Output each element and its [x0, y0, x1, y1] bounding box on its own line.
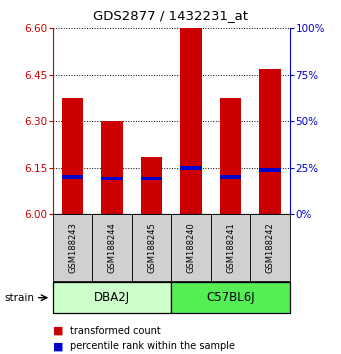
Text: transformed count: transformed count: [70, 326, 161, 336]
Text: percentile rank within the sample: percentile rank within the sample: [70, 341, 235, 351]
Bar: [141, 177, 162, 181]
Bar: [259, 168, 281, 172]
Bar: [259, 69, 281, 214]
Text: GSM188243: GSM188243: [68, 222, 77, 273]
Text: GSM188242: GSM188242: [266, 222, 275, 273]
Bar: [62, 175, 84, 179]
Bar: [220, 98, 241, 214]
Text: strain: strain: [4, 293, 34, 303]
Text: C57BL6J: C57BL6J: [206, 291, 255, 304]
Bar: [62, 98, 84, 214]
Text: DBA2J: DBA2J: [94, 291, 130, 304]
Bar: [180, 166, 202, 170]
Bar: [141, 157, 162, 214]
Bar: [101, 121, 123, 214]
Text: GSM188244: GSM188244: [108, 222, 117, 273]
Text: ■: ■: [53, 326, 63, 336]
Bar: [220, 175, 241, 179]
Text: GSM188241: GSM188241: [226, 222, 235, 273]
Text: GDS2877 / 1432231_at: GDS2877 / 1432231_at: [93, 9, 248, 22]
Text: GSM188245: GSM188245: [147, 222, 156, 273]
Bar: [101, 177, 123, 181]
Text: ■: ■: [53, 341, 63, 351]
Bar: [180, 28, 202, 214]
Text: GSM188240: GSM188240: [187, 222, 196, 273]
